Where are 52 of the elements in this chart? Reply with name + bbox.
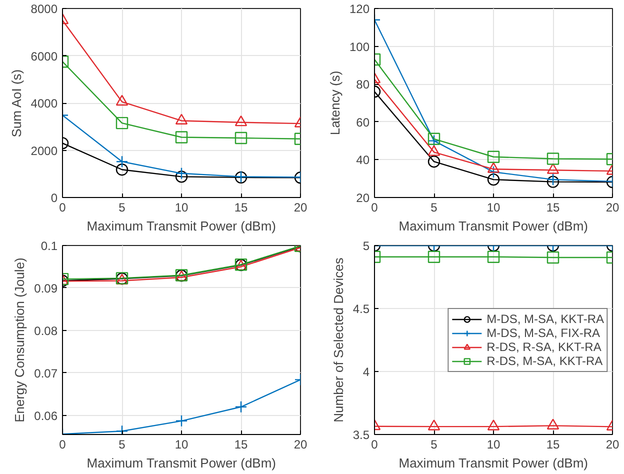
legend-label: R-DS, R-SA, KKT-RA xyxy=(486,340,602,354)
y-tick-label: 4.5 xyxy=(352,302,370,316)
x-tick-label: 0 xyxy=(59,200,66,214)
x-tick-label: 20 xyxy=(606,200,620,214)
y-tick-label: 2000 xyxy=(30,144,58,158)
y-tick-label: 120 xyxy=(349,2,370,16)
y-tick-label: 40 xyxy=(356,153,370,168)
y-tick-label: 0.06 xyxy=(34,408,58,423)
x-tick-label: 5 xyxy=(430,438,438,452)
x-tick-label: 20 xyxy=(294,200,308,214)
x-axis-title: Maximum Transmit Power (dBm) xyxy=(86,456,276,470)
y-tick-label: 4000 xyxy=(30,96,58,110)
y-tick-label: 4 xyxy=(362,365,370,379)
x-tick-label: 10 xyxy=(486,438,500,452)
y-axis-title: Number of Selected Devices xyxy=(330,257,346,422)
x-tick-label: 15 xyxy=(546,200,560,214)
y-tick-label: 0 xyxy=(50,191,58,205)
y-tick-label: 20 xyxy=(356,191,370,205)
y-axis-title: Energy Consumption (Joule) xyxy=(12,258,28,422)
y-tick-label: 8000 xyxy=(30,2,58,16)
x-tick-label: 20 xyxy=(606,438,620,452)
y-tick-label: 80 xyxy=(356,78,370,92)
legend-label: M-DS, M-SA, KKT-RA xyxy=(486,312,604,326)
y-axis-title: Sum AoI (s) xyxy=(8,69,24,138)
x-tick-label: 5 xyxy=(118,200,126,214)
x-tick-label: 15 xyxy=(234,200,248,214)
x-tick-label: 5 xyxy=(118,438,126,452)
x-axis-title: Maximum Transmit Power (dBm) xyxy=(398,218,588,234)
x-tick-label: 5 xyxy=(430,200,438,214)
y-tick-label: 5 xyxy=(362,239,370,253)
x-tick-label: 15 xyxy=(546,438,560,452)
legend-label: M-DS, M-SA, FIX-RA xyxy=(486,326,600,340)
y-tick-label: 0.07 xyxy=(34,366,58,380)
y-tick-label: 100 xyxy=(349,40,370,54)
x-axis-title: Maximum Transmit Power (dBm) xyxy=(398,456,588,470)
x-tick-label: 20 xyxy=(294,438,308,452)
x-tick-label: 0 xyxy=(371,438,378,452)
x-tick-label: 10 xyxy=(174,200,188,214)
y-axis-title: Latency (s) xyxy=(327,70,342,136)
x-tick-label: 0 xyxy=(371,200,378,214)
x-tick-label: 10 xyxy=(486,200,500,214)
y-tick-label: 3.5 xyxy=(352,428,370,442)
y-tick-label: 0.09 xyxy=(34,281,58,296)
y-tick-label: 0.08 xyxy=(34,324,58,338)
y-tick-label: 6000 xyxy=(30,49,58,64)
legend-label: R-DS, M-SA, KKT-RA xyxy=(486,354,603,368)
x-tick-label: 10 xyxy=(174,438,188,452)
x-tick-label: 15 xyxy=(234,438,248,452)
x-tick-label: 0 xyxy=(59,438,66,452)
y-tick-label: 0.1 xyxy=(40,239,58,253)
x-axis-title: Maximum Transmit Power (dBm) xyxy=(86,218,276,234)
y-tick-label: 60 xyxy=(356,115,370,130)
